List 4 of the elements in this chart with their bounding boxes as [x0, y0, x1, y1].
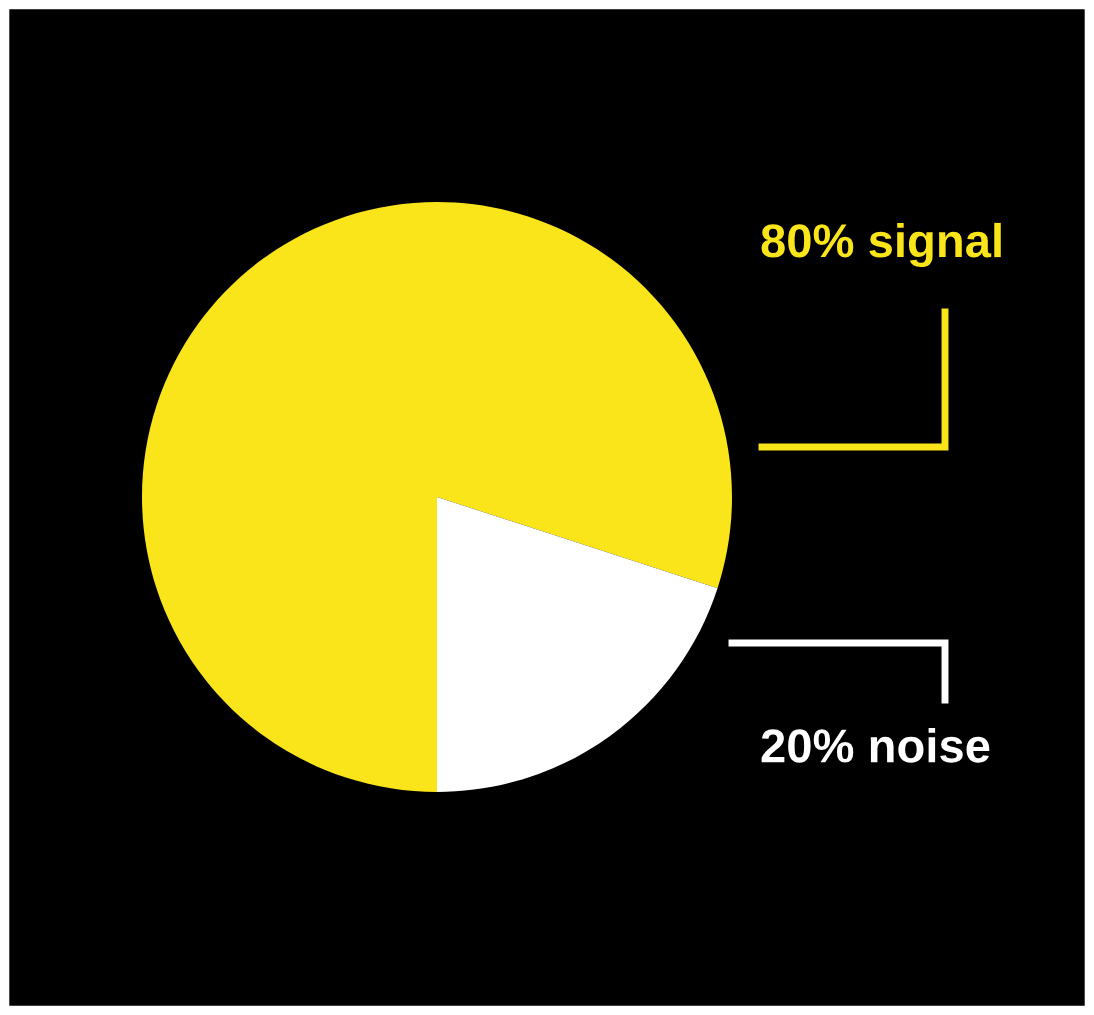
pie-slice — [437, 497, 718, 792]
slice-label: 20% noise — [761, 727, 990, 763]
pie-slice — [142, 202, 732, 792]
slice-label: 80% signal — [761, 222, 1001, 268]
